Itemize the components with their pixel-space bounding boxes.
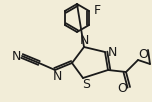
Text: N: N xyxy=(107,47,117,59)
Text: O: O xyxy=(138,48,148,60)
Text: N: N xyxy=(79,33,89,47)
Text: F: F xyxy=(94,3,101,17)
Text: N: N xyxy=(52,70,62,84)
Text: N: N xyxy=(11,49,21,63)
Text: O: O xyxy=(117,81,127,94)
Text: S: S xyxy=(82,78,90,90)
